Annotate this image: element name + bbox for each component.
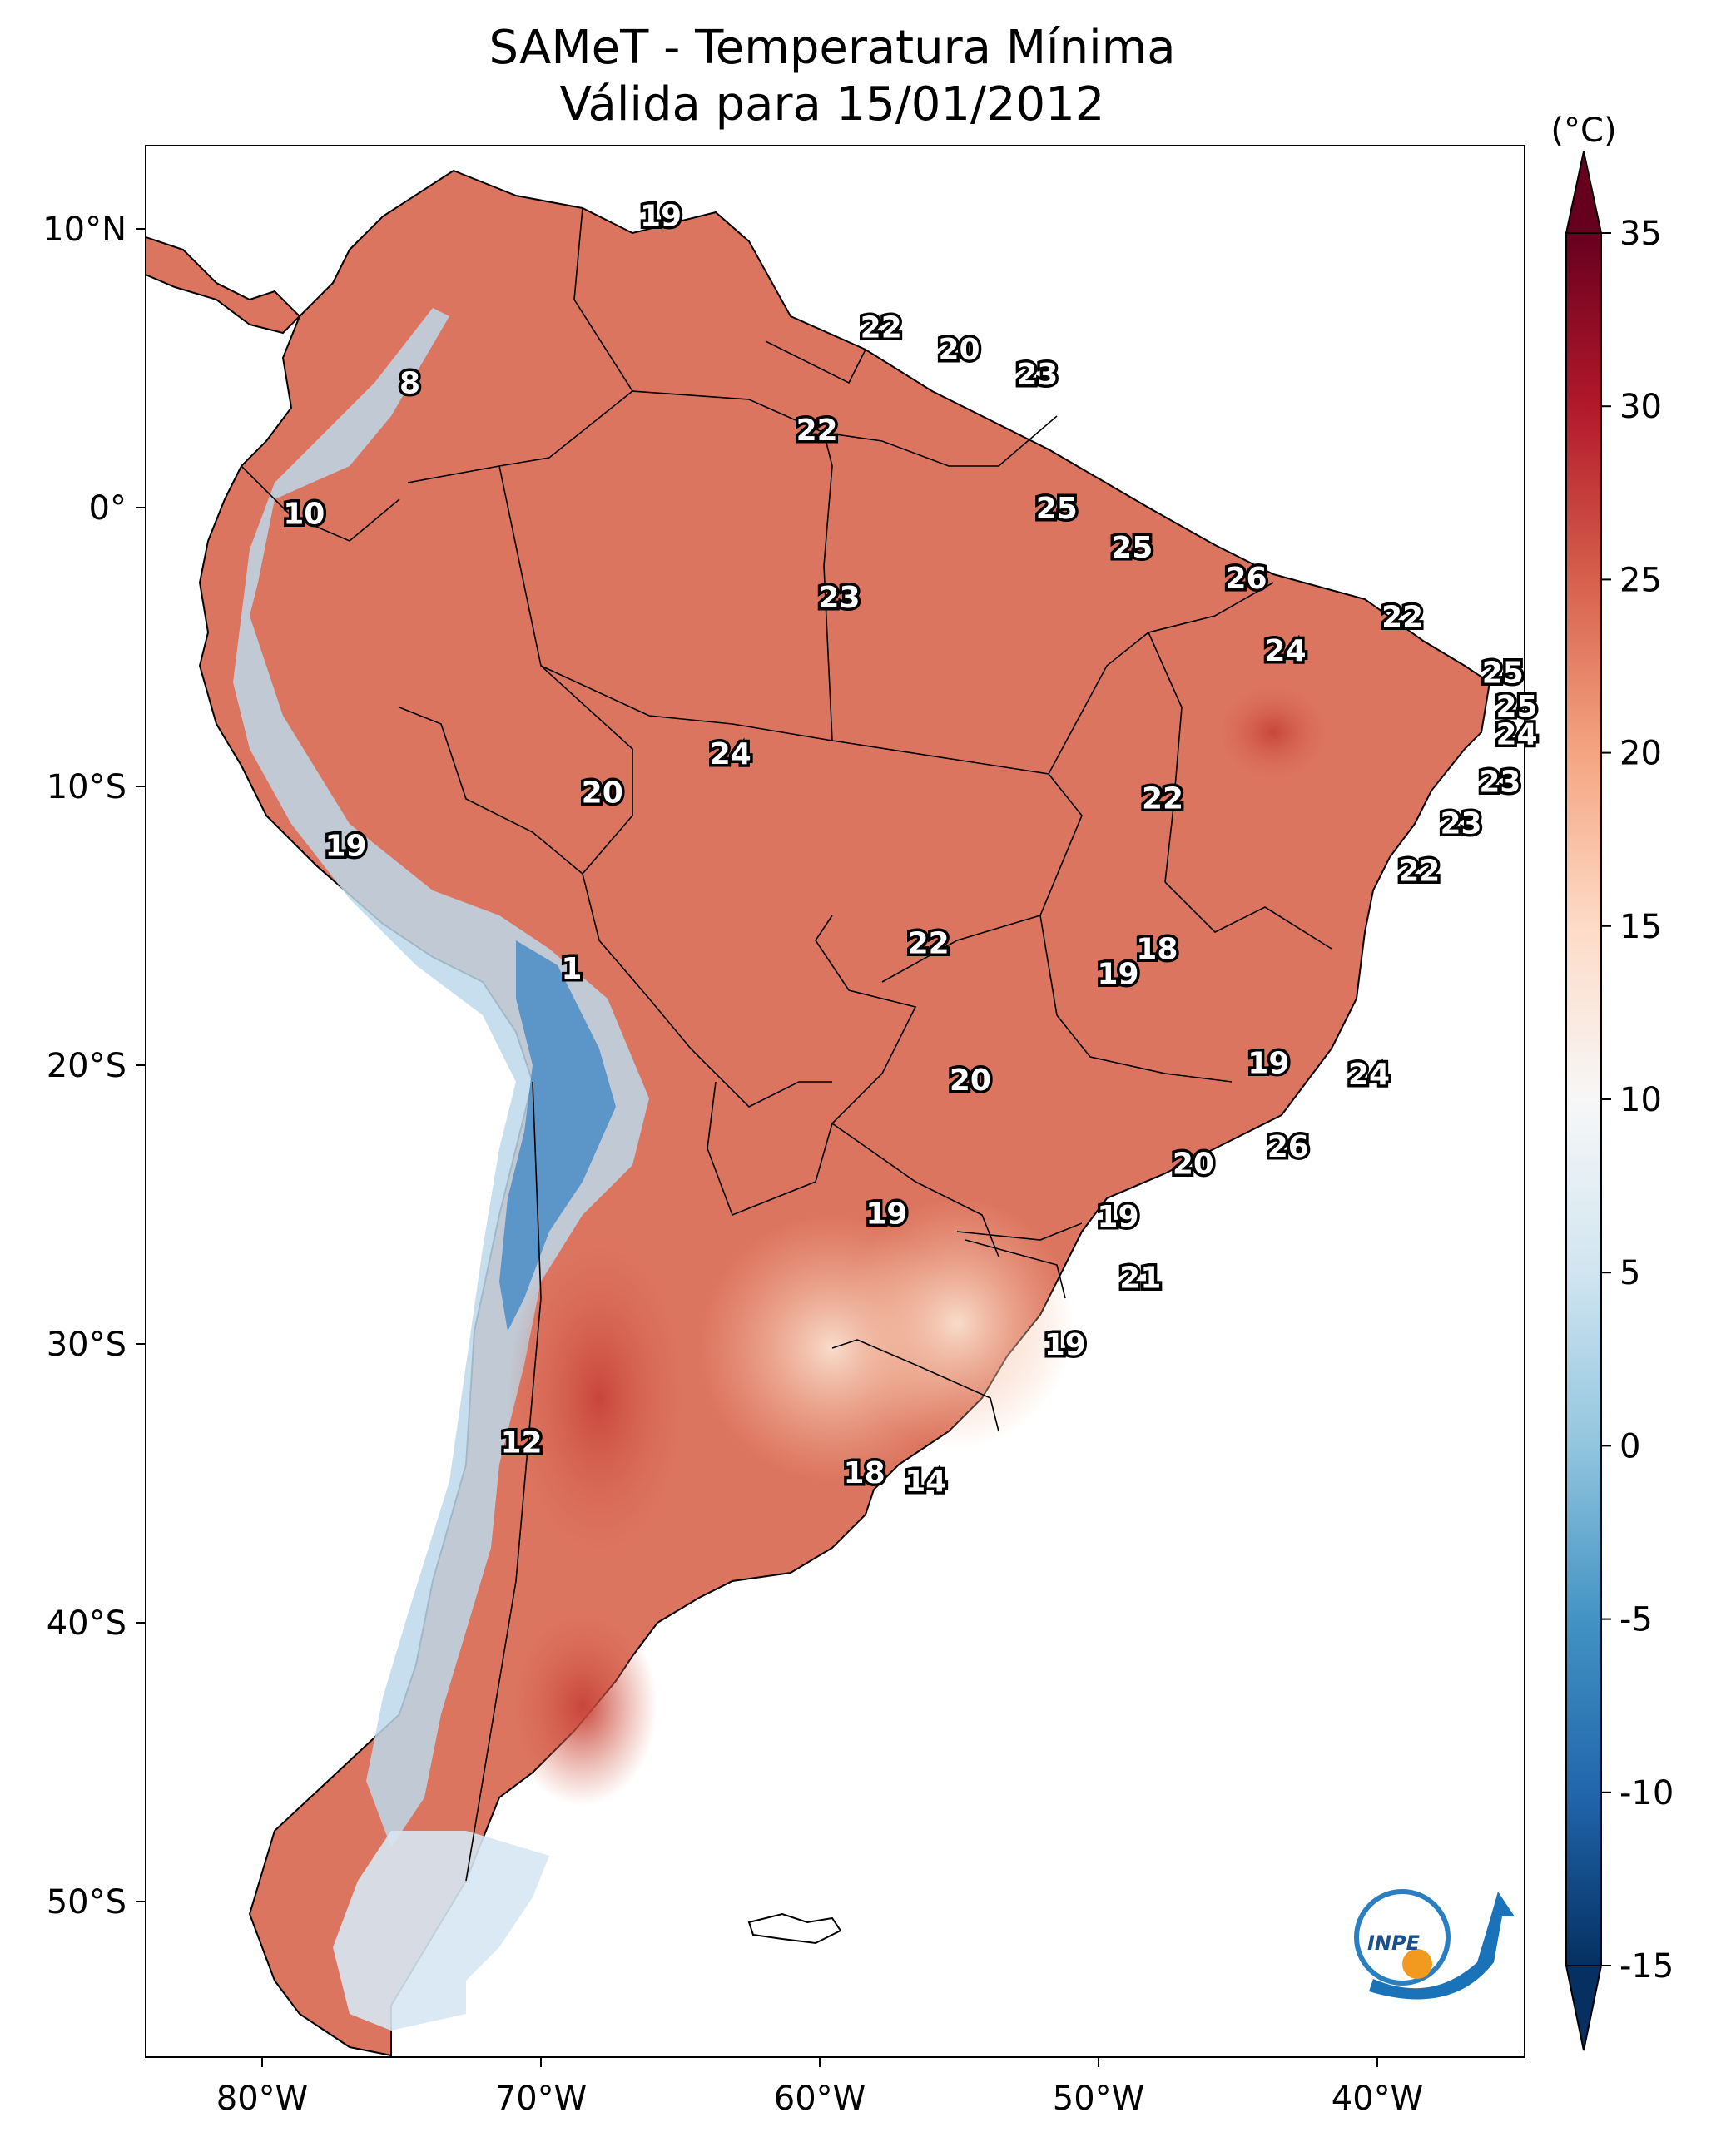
colorbar-min-extend <box>1565 1965 1603 2051</box>
inpe-logo: INPE <box>1354 1889 1515 2000</box>
temperature-value-label: 24 <box>1348 1058 1390 1092</box>
colorbar-ticks: 35 30 25 20 15 10 5 0 -5 -10 -15 <box>1601 215 1674 1986</box>
colorbar-unit-label: (°C) <box>1550 112 1616 150</box>
lon-tick-label: 60°W <box>774 2080 866 2118</box>
temperature-value-label: 21 <box>1119 1262 1161 1296</box>
country-borders <box>241 207 1332 1882</box>
colorbar-tick-label: 25 <box>1619 561 1662 599</box>
temperature-value-label: 14 <box>905 1465 946 1499</box>
colorbar-max-extend <box>1565 151 1603 234</box>
colorbar-tick-label: 5 <box>1619 1254 1640 1292</box>
temperature-value-label: 19 <box>866 1197 907 1232</box>
inpe-logo-text: INPE <box>1367 1931 1421 1955</box>
temperature-value-label: 20 <box>1173 1147 1214 1181</box>
temperature-value-label: 23 <box>1016 358 1058 392</box>
colorbar-tick-label: 10 <box>1619 1081 1662 1119</box>
temperature-value-label: 22 <box>796 414 838 448</box>
temperature-value-label: 19 <box>1247 1047 1289 1081</box>
longitude-axis: 80°W 70°W 60°W 50°W 40°W <box>216 2057 1423 2118</box>
warm-zone-northeast <box>1215 682 1332 782</box>
colorbar-tick-label: 20 <box>1619 735 1662 773</box>
temperature-value-label: 24 <box>1264 634 1306 668</box>
colorbar-tick-label: -10 <box>1619 1774 1674 1812</box>
temperature-value-label: 23 <box>818 581 860 615</box>
temperature-value-label: 22 <box>1142 781 1183 816</box>
lat-tick-label: 40°S <box>47 1604 126 1643</box>
map-fill-layer <box>146 169 1491 2057</box>
lat-tick-label: 10°N <box>42 211 126 249</box>
temperature-value-label: 25 <box>1482 657 1524 691</box>
temperature-value-label: 22 <box>908 927 950 961</box>
lat-tick-label: 50°S <box>47 1883 126 1921</box>
falklands-islands <box>747 1912 842 1945</box>
temperature-value-label: 19 <box>1097 1200 1138 1234</box>
colorbar-tick-label: 0 <box>1619 1427 1640 1465</box>
temperature-value-label: 20 <box>582 776 623 811</box>
temperature-value-label: 23 <box>1440 807 1481 841</box>
temperature-value-label: 25 <box>1111 531 1153 565</box>
temperature-value-label: 18 <box>1136 932 1178 966</box>
colorbar: (°C) 35 30 25 20 15 10 5 0 -5 -10 -15 <box>1550 112 1674 2051</box>
lon-tick-label: 50°W <box>1053 2080 1144 2118</box>
temperature-value-label: 19 <box>325 829 366 863</box>
temperature-value-label: 19 <box>1044 1328 1086 1362</box>
central-america-fragment <box>146 236 301 335</box>
colorbar-gradient <box>1565 232 1602 1966</box>
temperature-value-label: 20 <box>950 1064 991 1098</box>
temperature-value-label: 1 <box>561 952 582 986</box>
colorbar-tick-label: 30 <box>1619 388 1662 426</box>
temperature-value-label: 19 <box>1097 957 1138 991</box>
temperature-value-label: 22 <box>1398 855 1440 889</box>
temperature-value-label: 19 <box>640 199 682 233</box>
temperature-value-label: 25 <box>1495 690 1537 724</box>
temperature-value-label: 12 <box>500 1426 542 1460</box>
latitude-axis: 10°N 0° 10°S 20°S 30°S 40°S 50°S <box>42 211 146 1921</box>
map-title-line2: Válida para 15/01/2012 <box>559 77 1105 131</box>
temperature-value-label: 22 <box>1381 601 1423 635</box>
lat-tick-label: 30°S <box>47 1326 126 1364</box>
colorbar-tick-label: -5 <box>1619 1601 1653 1639</box>
lon-tick-label: 80°W <box>216 2080 308 2118</box>
temperature-value-label: 18 <box>844 1456 885 1490</box>
lon-tick-label: 40°W <box>1332 2080 1423 2118</box>
map-frame <box>145 145 1525 2058</box>
temperature-value-label: 23 <box>1479 765 1520 799</box>
colorbar-tick-label: 35 <box>1619 215 1662 253</box>
colorbar-tick-label: 15 <box>1619 908 1662 946</box>
mild-zone-south-brazil <box>841 1198 1074 1448</box>
lat-tick-label: 10°S <box>47 768 126 806</box>
warm-zone-cuyo <box>508 1232 691 1564</box>
map-title-line1: SAMeT - Temperatura Mínima <box>489 21 1176 75</box>
temperature-value-label: 24 <box>1495 717 1537 751</box>
temperature-value-label: 20 <box>938 333 980 367</box>
altiplano-cold-core <box>499 940 616 1331</box>
temperature-value-label: 24 <box>710 737 751 771</box>
temperature-value-label: 25 <box>1036 492 1078 526</box>
temperature-value-label: 26 <box>1225 562 1267 596</box>
lat-tick-label: 0° <box>89 489 126 528</box>
warm-zone-patagonia <box>508 1606 657 1806</box>
temperature-value-label: 26 <box>1267 1130 1309 1164</box>
continent-shape <box>198 169 1491 2057</box>
temperature-value-label: 22 <box>861 310 902 345</box>
temperature-value-label: 10 <box>283 498 325 532</box>
lat-tick-label: 20°S <box>47 1047 126 1085</box>
temperature-value-label: 8 <box>399 366 420 400</box>
lon-tick-label: 70°W <box>495 2080 587 2118</box>
colorbar-tick-label: -15 <box>1619 1947 1674 1986</box>
patagonia-cool-zone <box>333 1831 549 2031</box>
